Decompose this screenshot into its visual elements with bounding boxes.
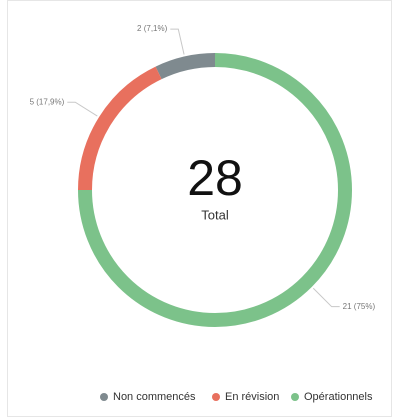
- leader-line: [67, 101, 98, 117]
- legend-label: Opérationnels: [304, 391, 373, 403]
- legend-marker: [100, 393, 108, 401]
- data-label: 2 (7,1%): [137, 24, 168, 33]
- center-value: 28: [187, 150, 243, 206]
- card: [7, 0, 392, 417]
- donut-slice: [155, 53, 216, 80]
- legend-label: Non commencés: [113, 391, 196, 403]
- donut-slice: [78, 53, 352, 327]
- donut-slice: [78, 66, 162, 191]
- data-label: 21 (75%): [343, 302, 376, 311]
- leader-line: [170, 28, 185, 55]
- legend-label: En révision: [225, 391, 279, 403]
- data-label: 5 (17,9%): [30, 97, 65, 106]
- legend-marker: [291, 393, 299, 401]
- center-label: Total: [201, 207, 229, 222]
- leader-line: [312, 287, 340, 308]
- legend-marker: [212, 393, 220, 401]
